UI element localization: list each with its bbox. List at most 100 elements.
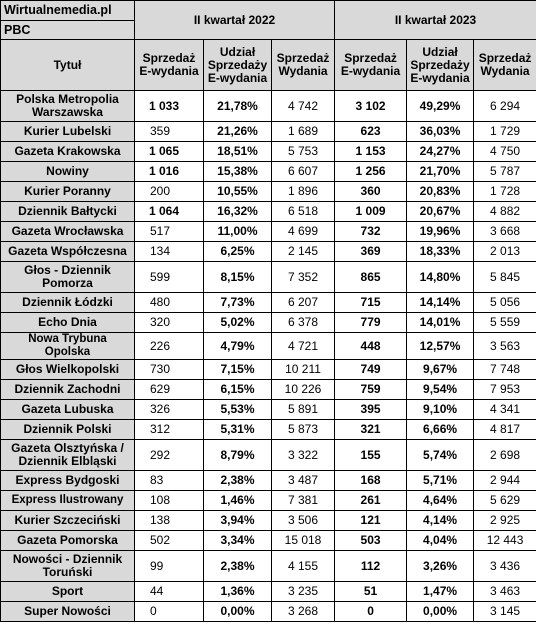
- sales-2022: 7 352: [270, 261, 336, 293]
- sales-2022: 6 378: [270, 312, 336, 333]
- e-share-2023: 9,54%: [406, 379, 475, 400]
- row-title: Nowa Trybuna Opolska: [0, 332, 135, 360]
- table-row: Gazeta Pomorska 502 3,34% 15 018 503 4,04% 12 …: [0, 530, 536, 551]
- sales-2023: 4 882: [473, 201, 536, 222]
- e-sales-2022: 99: [134, 550, 204, 582]
- period-header-2022: II kwartał 2022: [133, 0, 336, 40]
- column-header-e-share-2023: Udział Sprzedaży E-wydania: [406, 39, 475, 91]
- e-sales-2023: 0: [334, 601, 408, 622]
- sales-2023: 2 944: [473, 470, 536, 491]
- e-share-2023: 6,66%: [406, 419, 475, 440]
- sales-2023: 5 629: [473, 490, 536, 511]
- sales-2022: 1 689: [270, 121, 336, 142]
- e-sales-2023: 321: [334, 419, 408, 440]
- sales-2022: 10 211: [270, 359, 336, 380]
- row-title: Nowości - Dziennik Toruński: [0, 550, 135, 582]
- row-title: Express Ilustrowany: [0, 490, 135, 511]
- e-sales-2022: 138: [134, 510, 204, 531]
- e-share-2022: 21,26%: [203, 121, 272, 142]
- e-sales-2023: 732: [334, 221, 408, 242]
- e-sales-2022: 312: [134, 419, 204, 440]
- e-share-2022: 3,94%: [203, 510, 272, 531]
- e-sales-2022: 502: [134, 530, 204, 551]
- e-share-2022: 10,55%: [203, 181, 272, 202]
- table-row: Gazeta Współczesna 134 6,25% 2 145 369 18,33%…: [0, 241, 536, 262]
- table-row: Dziennik Polski 312 5,31% 5 873 321 6,66% 4 81…: [0, 419, 536, 440]
- sales-2022: 5 891: [270, 399, 336, 420]
- column-header-sales-2023: Sprzedaż Wydania: [473, 39, 536, 91]
- row-title: Gazeta Olsztyńska / Dziennik Elbląski: [0, 439, 135, 471]
- table-row: Express Ilustrowany 108 1,46% 7 381 261 4,64%…: [0, 490, 536, 511]
- e-sales-2022: 320: [134, 312, 204, 333]
- row-title: Sport: [0, 581, 135, 602]
- sales-2022: 4 699: [270, 221, 336, 242]
- sales-2023: 3 563: [473, 332, 536, 360]
- sales-2023: 2 925: [473, 510, 536, 531]
- sales-2022: 6 518: [270, 201, 336, 222]
- sales-2022: 5 753: [270, 141, 336, 162]
- e-sales-2023: 749: [334, 359, 408, 380]
- row-title: Głos - Dziennik Pomorza: [0, 261, 135, 293]
- e-sales-2023: 503: [334, 530, 408, 551]
- e-share-2022: 4,79%: [203, 332, 272, 360]
- sales-2023: 3 668: [473, 221, 536, 242]
- table-row: Nowiny 1 016 15,38% 6 607 1 256 21,70% 5 787: [0, 161, 536, 182]
- e-share-2022: 2,38%: [203, 550, 272, 582]
- e-share-2023: 5,74%: [406, 439, 475, 471]
- e-sales-2023: 715: [334, 292, 408, 313]
- e-sales-2023: 779: [334, 312, 408, 333]
- e-sales-2023: 1 009: [334, 201, 408, 222]
- row-title: Gazeta Pomorska: [0, 530, 135, 551]
- table-row: Gazeta Wrocławska 517 11,00% 4 699 732 19,96%…: [0, 221, 536, 242]
- column-header-e-sales-2022: Sprzedaż E-wydania: [134, 39, 204, 91]
- e-share-2022: 7,73%: [203, 292, 272, 313]
- row-title: Dziennik Bałtycki: [0, 201, 135, 222]
- table-row: Dziennik Zachodni 629 6,15% 10 226 759 9,54% 7…: [0, 379, 536, 400]
- e-share-2023: 9,67%: [406, 359, 475, 380]
- sales-2022: 1 896: [270, 181, 336, 202]
- sales-2022: 10 226: [270, 379, 336, 400]
- table-row: Kurier Lubelski 359 21,26% 1 689 623 36,03% 1 …: [0, 121, 536, 142]
- e-sales-2022: 134: [134, 241, 204, 262]
- e-sales-2022: 83: [134, 470, 204, 491]
- sales-2023: 1 728: [473, 181, 536, 202]
- table-row: Gazeta Olsztyńska / Dziennik Elbląski 292…: [0, 439, 536, 471]
- sales-2022: 4 155: [270, 550, 336, 582]
- row-title: Super Nowości: [0, 601, 135, 622]
- e-sales-2022: 730: [134, 359, 204, 380]
- e-share-2022: 2,38%: [203, 470, 272, 491]
- e-share-2022: 5,53%: [203, 399, 272, 420]
- e-share-2022: 3,34%: [203, 530, 272, 551]
- table-row: Nowości - Dziennik Toruński 99 2,38% 4 155 1…: [0, 550, 536, 582]
- table-row: Echo Dnia 320 5,02% 6 378 779 14,01% 5 559: [0, 312, 536, 333]
- e-share-2022: 21,78%: [203, 90, 272, 122]
- e-share-2022: 5,31%: [203, 419, 272, 440]
- e-sales-2022: 1 064: [134, 201, 204, 222]
- e-share-2023: 14,80%: [406, 261, 475, 293]
- sales-2023: 3 463: [473, 581, 536, 602]
- e-sales-2022: 108: [134, 490, 204, 511]
- e-share-2023: 4,14%: [406, 510, 475, 531]
- sales-2023: 6 294: [473, 90, 536, 122]
- sales-2023: 2 698: [473, 439, 536, 471]
- sales-2023: 3 145: [473, 601, 536, 622]
- e-sales-2023: 3 102: [334, 90, 408, 122]
- row-title: Polska Metropolia Warszawska: [0, 90, 135, 122]
- e-share-2023: 3,26%: [406, 550, 475, 582]
- sales-2023: 4 817: [473, 419, 536, 440]
- e-sales-2023: 759: [334, 379, 408, 400]
- e-sales-2023: 51: [334, 581, 408, 602]
- sales-2022: 15 018: [270, 530, 336, 551]
- e-sales-2022: 1 033: [134, 90, 204, 122]
- e-share-2022: 8,15%: [203, 261, 272, 293]
- auditor-label: PBC: [0, 20, 135, 40]
- sales-2022: 5 873: [270, 419, 336, 440]
- e-sales-2023: 360: [334, 181, 408, 202]
- e-share-2023: 5,71%: [406, 470, 475, 491]
- e-share-2023: 14,01%: [406, 312, 475, 333]
- e-share-2023: 20,67%: [406, 201, 475, 222]
- sales-2023: 12 443: [473, 530, 536, 551]
- e-sales-2023: 395: [334, 399, 408, 420]
- sales-2022: 4 721: [270, 332, 336, 360]
